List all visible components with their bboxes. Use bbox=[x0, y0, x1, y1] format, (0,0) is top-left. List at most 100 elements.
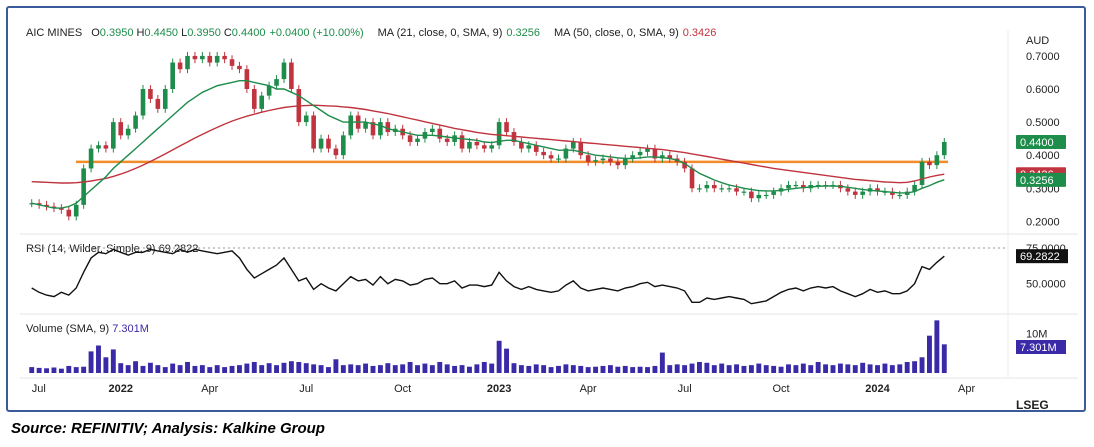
candle-body bbox=[860, 191, 865, 195]
candle-body bbox=[133, 115, 138, 129]
volume-bar bbox=[585, 367, 591, 373]
candle-body bbox=[59, 208, 64, 210]
volume-bar bbox=[199, 365, 205, 373]
volume-bar bbox=[570, 365, 576, 373]
volume-bar bbox=[326, 367, 331, 373]
candle-body bbox=[385, 122, 391, 133]
candle-body bbox=[563, 148, 569, 159]
ohlc-legend: AIC MINES O0.3950 H0.4450 L0.3950 C0.4400 +0.… bbox=[26, 27, 716, 39]
volume-bar bbox=[837, 363, 843, 373]
candle-body bbox=[81, 168, 86, 205]
candle-body bbox=[526, 145, 532, 149]
volume-bar bbox=[904, 362, 910, 373]
volume-bar bbox=[348, 364, 354, 373]
volume-bar bbox=[429, 365, 435, 373]
volume-bar bbox=[81, 366, 87, 373]
volume-bar bbox=[407, 362, 413, 373]
candle-body bbox=[489, 145, 495, 149]
volume-bar bbox=[251, 362, 257, 373]
volume-bar bbox=[147, 362, 153, 373]
candle-body bbox=[73, 204, 79, 217]
rsi-value-badge-label: 69.2822 bbox=[1020, 251, 1060, 263]
candle-body bbox=[608, 158, 613, 162]
volume-bar bbox=[415, 365, 420, 373]
volume-bar bbox=[756, 363, 762, 373]
volume-bar bbox=[607, 365, 613, 373]
volume-bar bbox=[481, 362, 487, 373]
volume-bar bbox=[110, 349, 116, 373]
candle-body bbox=[251, 89, 257, 109]
volume-bar bbox=[214, 365, 220, 373]
candle-body bbox=[378, 122, 383, 136]
time-tick-label: Jul bbox=[678, 383, 692, 395]
candle-body bbox=[504, 122, 509, 133]
candle-body bbox=[711, 184, 717, 189]
candle-body bbox=[533, 145, 539, 152]
volume-bar bbox=[73, 367, 79, 373]
candle-body bbox=[467, 141, 472, 149]
time-tick-label: 2024 bbox=[865, 383, 890, 395]
volume-bar bbox=[385, 363, 391, 373]
candle-body bbox=[341, 135, 346, 156]
legend-ma21-label: MA (21, close, 0, SMA, 9) bbox=[378, 27, 503, 39]
price-chart: AIC MINES O0.3950 H0.4450 L0.3950 C0.4400 +0.… bbox=[20, 27, 1078, 395]
volume-bar bbox=[934, 320, 940, 373]
volume-bar bbox=[444, 364, 450, 373]
volume-bar bbox=[437, 362, 443, 373]
ma21-line bbox=[31, 80, 945, 209]
volume-bar bbox=[36, 367, 42, 373]
price-tick-label: 0.4000 bbox=[1026, 150, 1060, 162]
price-badge bbox=[1016, 134, 1066, 149]
candle-body bbox=[548, 155, 554, 159]
volume-bar bbox=[778, 366, 784, 373]
price-tick-label: 0.6000 bbox=[1026, 84, 1060, 96]
candle-body bbox=[155, 98, 161, 109]
candle-body bbox=[407, 135, 413, 142]
volume-bar bbox=[459, 365, 465, 373]
volume-bar bbox=[467, 366, 472, 373]
volume-bar bbox=[288, 361, 294, 373]
candle-body bbox=[200, 55, 205, 60]
volume-tick-label: 10M bbox=[1026, 329, 1047, 341]
candle-body bbox=[645, 148, 650, 152]
candle-body bbox=[229, 59, 235, 66]
volume-bar bbox=[311, 364, 317, 373]
volume-value-badge bbox=[1016, 340, 1066, 354]
candle-body bbox=[281, 62, 287, 80]
price-badge bbox=[1016, 172, 1066, 187]
volume-bar bbox=[237, 365, 242, 373]
candle-body bbox=[118, 122, 124, 136]
volume-bar bbox=[333, 359, 339, 373]
candle-body bbox=[541, 151, 546, 156]
volume-bar bbox=[377, 365, 383, 373]
candle-body bbox=[615, 161, 621, 166]
volume-bar bbox=[229, 365, 235, 373]
volume-bar bbox=[296, 362, 302, 373]
volume-bar bbox=[526, 365, 532, 373]
volume-bar bbox=[504, 348, 509, 373]
candle-body bbox=[148, 89, 153, 99]
volume-bar bbox=[548, 367, 554, 373]
legend-symbol: AIC MINES bbox=[26, 27, 82, 39]
time-tick-label: Apr bbox=[958, 383, 975, 395]
candle-body bbox=[919, 161, 925, 185]
candle-body bbox=[318, 138, 324, 149]
volume-bar bbox=[66, 365, 72, 373]
volume-bar bbox=[927, 335, 932, 373]
volume-bar bbox=[192, 365, 198, 373]
candle-body bbox=[333, 148, 339, 156]
candle-body bbox=[237, 65, 242, 70]
volume-bar bbox=[697, 362, 702, 373]
candle-body bbox=[259, 95, 265, 109]
time-tick-label: Apr bbox=[201, 383, 218, 395]
candle-body bbox=[170, 62, 175, 90]
rsi-value-badge bbox=[1016, 249, 1068, 264]
volume-bar bbox=[162, 367, 168, 373]
volume-bar bbox=[889, 365, 895, 373]
volume-bar bbox=[793, 365, 799, 373]
candle-body bbox=[726, 188, 732, 190]
candle-body bbox=[749, 191, 754, 199]
currency-label: AUD bbox=[1026, 35, 1049, 47]
volume-bar bbox=[96, 345, 101, 373]
volume-bar bbox=[222, 367, 228, 373]
